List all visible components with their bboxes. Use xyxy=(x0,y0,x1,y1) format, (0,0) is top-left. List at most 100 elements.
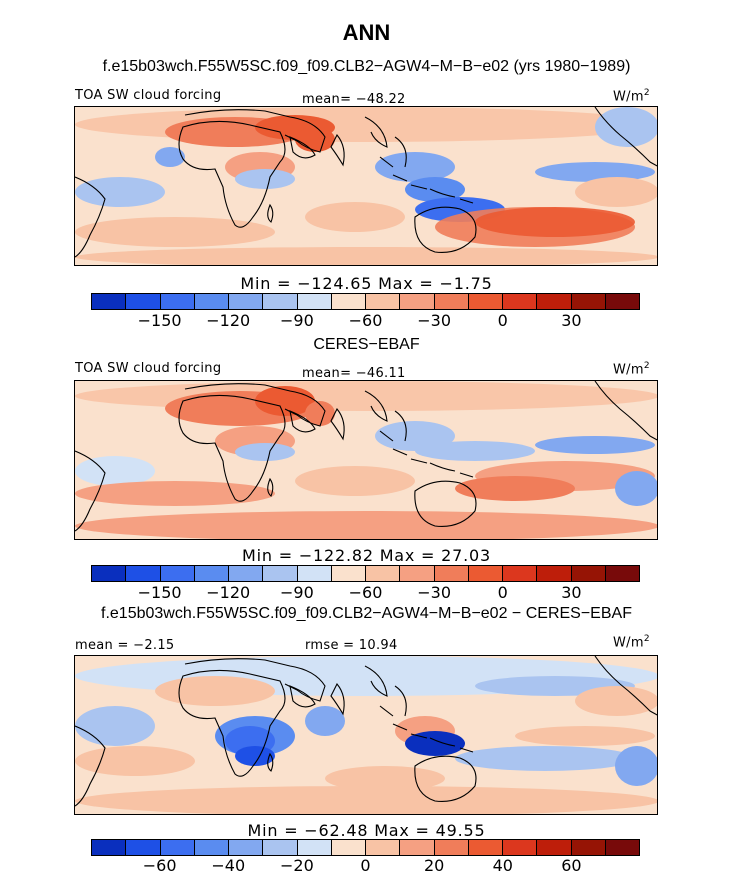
colorbar-cell xyxy=(263,294,298,309)
coastline xyxy=(267,752,274,772)
panel1-map xyxy=(74,106,658,266)
coastline xyxy=(184,658,326,702)
coastline xyxy=(75,450,106,532)
colorbar-cell xyxy=(229,566,264,581)
panel1-colorbar-ticks: −150 −120 −90 −60 −30 0 30 xyxy=(91,311,640,330)
panel2-colorbar-ticks: −150 −120 −90 −60 −30 0 30 xyxy=(91,583,640,602)
field-blob xyxy=(235,169,295,189)
coastline xyxy=(330,134,345,167)
field-blob xyxy=(155,676,275,706)
panel3-subtitle: f.e15b03wch.F55W5SC.f09_f09.CLB2−AGW4−M−… xyxy=(101,605,632,622)
panel2-min-max: Min = −122.82 Max = 27.03 xyxy=(242,546,491,565)
colorbar-tick-label: −120 xyxy=(206,583,251,602)
field-blob xyxy=(615,746,657,786)
colorbar-tick-label: −30 xyxy=(417,311,452,330)
colorbar-cell xyxy=(160,566,195,581)
coastline xyxy=(364,390,407,442)
coastline xyxy=(267,477,274,497)
coastline xyxy=(178,394,286,502)
colorbar-cell xyxy=(160,294,195,309)
colorbar-tick-label: −150 xyxy=(137,583,182,602)
panel1-field xyxy=(75,107,657,265)
field-blob xyxy=(375,421,455,451)
panel1-mean-label: mean= −48.22 xyxy=(302,92,406,107)
field-blob xyxy=(405,731,465,756)
field-blob xyxy=(235,443,295,461)
field-blob xyxy=(415,441,535,461)
field-blob xyxy=(295,466,415,496)
coastline xyxy=(330,683,345,716)
panel3-colorbar xyxy=(91,839,640,856)
colorbar-cell xyxy=(366,840,401,855)
coastline xyxy=(184,383,326,427)
colorbar-cell xyxy=(229,294,264,309)
field-blob xyxy=(575,686,657,716)
field-blob xyxy=(595,107,657,147)
coastline xyxy=(75,176,106,258)
field-blob xyxy=(235,746,275,766)
colorbar-cell xyxy=(503,566,538,581)
colorbar-cell xyxy=(263,840,298,855)
colorbar-cell xyxy=(92,294,127,309)
panel1-min-max: Min = −124.65 Max = −1.75 xyxy=(240,274,493,293)
coastline xyxy=(289,410,316,433)
coastline xyxy=(178,669,286,777)
colorbar-cell xyxy=(194,566,229,581)
coastline xyxy=(414,755,477,802)
field-blob xyxy=(455,476,575,501)
field-blob xyxy=(155,147,185,167)
panel1-subtitle: f.e15b03wch.F55W5SC.f09_f09.CLB2−AGW4−M−… xyxy=(102,58,631,75)
colorbar-tick-label: 0 xyxy=(360,856,371,875)
colorbar-cell xyxy=(331,566,366,581)
panel1-units: W/m2 xyxy=(613,88,650,105)
colorbar-cell xyxy=(297,566,332,581)
field-blob xyxy=(75,381,657,411)
field-blob xyxy=(515,726,655,746)
colorbar-cell xyxy=(92,566,127,581)
panel2-mean-label: mean= −46.11 xyxy=(302,366,406,381)
colorbar-tick-label: −120 xyxy=(206,311,251,330)
field-blob xyxy=(75,247,657,265)
colorbar-cell xyxy=(571,294,606,309)
colorbar-cell xyxy=(400,294,435,309)
coastline xyxy=(414,480,477,527)
coastline xyxy=(289,685,316,708)
field-blob xyxy=(305,401,335,426)
field-blob xyxy=(75,217,275,247)
colorbar-cell xyxy=(194,840,229,855)
field-blob xyxy=(75,456,155,486)
colorbar-cell xyxy=(537,566,572,581)
coastline xyxy=(364,116,407,168)
colorbar-cell xyxy=(194,294,229,309)
figure-title: ANN xyxy=(342,20,391,45)
field-blob xyxy=(75,786,657,814)
coastline xyxy=(392,174,474,204)
coastline xyxy=(594,656,657,716)
colorbar-tick-label: −90 xyxy=(279,583,314,602)
panel2-subtitle: CERES−EBAF xyxy=(313,336,420,353)
panel3-field xyxy=(75,656,657,814)
colorbar-cell xyxy=(126,840,161,855)
colorbar-cell xyxy=(297,294,332,309)
colorbar-tick-label: −60 xyxy=(348,311,383,330)
colorbar-cell xyxy=(468,566,503,581)
colorbar-tick-label: −30 xyxy=(417,583,452,602)
colorbar-cell xyxy=(126,566,161,581)
colorbar-tick-label: 40 xyxy=(492,856,513,875)
colorbar-cell xyxy=(400,566,435,581)
colorbar-tick-label: 30 xyxy=(561,311,582,330)
colorbar-cell xyxy=(92,840,127,855)
panel2-units: W/m2 xyxy=(613,361,650,378)
colorbar-cell xyxy=(605,566,639,581)
field-blob xyxy=(75,746,195,776)
panel3-min-max: Min = −62.48 Max = 49.55 xyxy=(247,821,486,840)
colorbar-cell xyxy=(503,294,538,309)
colorbar-cell xyxy=(571,566,606,581)
field-blob xyxy=(75,177,165,207)
colorbar-cell xyxy=(434,294,469,309)
field-blob xyxy=(295,127,335,152)
coastline xyxy=(414,206,477,253)
panel1-variable-label: TOA SW cloud forcing xyxy=(75,88,222,103)
field-blob xyxy=(535,162,655,182)
colorbar-cell xyxy=(160,840,195,855)
